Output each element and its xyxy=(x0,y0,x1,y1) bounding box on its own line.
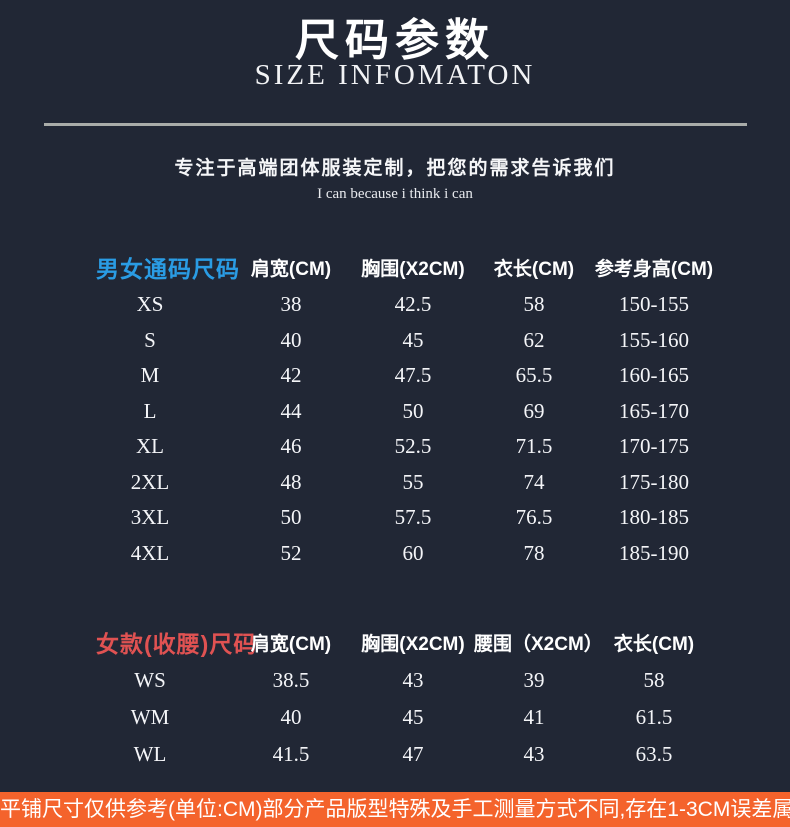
size-label: WL xyxy=(133,742,167,766)
table-cell: 78 xyxy=(523,540,545,565)
table-row: M 42 47.5 65.5 160-165 xyxy=(70,358,714,394)
table-row: 2XL 48 55 74 175-180 xyxy=(70,465,714,501)
table-cell: 175-180 xyxy=(619,469,689,494)
divider-line xyxy=(44,123,747,126)
table-cell: 74 xyxy=(523,469,545,494)
table-row: XL 46 52.5 71.5 170-175 xyxy=(70,429,714,465)
size-label: S xyxy=(144,327,156,352)
size-label: L xyxy=(143,398,157,423)
table-cell: 170-175 xyxy=(619,434,689,459)
table-cell: 57.5 xyxy=(394,505,432,530)
table-cell: 160-165 xyxy=(619,363,689,388)
table-cell: 42 xyxy=(280,363,302,388)
table-cell: 65.5 xyxy=(515,363,553,388)
table-cell: 150-155 xyxy=(619,292,689,317)
table-cell: 47 xyxy=(402,742,424,766)
women-table-title: 女款(收腰)尺码 xyxy=(96,631,258,657)
size-label: WM xyxy=(130,705,170,729)
table-cell: 38.5 xyxy=(272,668,310,692)
table-cell: 41.5 xyxy=(272,742,310,766)
column-header-shoulder: 肩宽(CM) xyxy=(250,258,332,280)
table-cell: 185-190 xyxy=(619,540,689,565)
table-cell: 55 xyxy=(402,469,424,494)
page-title-english: SIZE INFOMATON xyxy=(254,59,536,91)
table-cell: 62 xyxy=(523,327,545,352)
table-cell: 76.5 xyxy=(515,505,553,530)
size-label: XL xyxy=(136,434,164,459)
table-row: S 40 45 62 155-160 xyxy=(70,323,714,359)
table-cell: 58 xyxy=(523,292,545,317)
table-cell: 45 xyxy=(402,327,424,352)
size-label: 2XL xyxy=(130,469,170,494)
table-row: WS 38.5 43 39 58 xyxy=(70,662,714,699)
table-cell: 47.5 xyxy=(394,363,432,388)
column-header-length: 衣长(CM) xyxy=(613,633,695,655)
table-cell: 38 xyxy=(280,292,302,317)
table-cell: 63.5 xyxy=(635,742,673,766)
table-row: WM 40 45 41 61.5 xyxy=(70,699,714,736)
table-cell: 43 xyxy=(402,668,424,692)
size-label: M xyxy=(140,363,160,388)
table-cell: 43 xyxy=(523,742,545,766)
slogan-text: 专注于高端团体服装定制，把您的需求告诉我们 xyxy=(174,158,616,179)
unisex-size-table: 男女通码尺码 肩宽(CM) 胸围(X2CM) 衣长(CM) 参考身高(CM) X… xyxy=(70,247,714,571)
table-row: 4XL 52 60 78 185-190 xyxy=(70,536,714,572)
table-cell: 52.5 xyxy=(394,434,432,459)
table-cell: 40 xyxy=(280,705,302,729)
table-cell: 60 xyxy=(402,540,424,565)
unisex-table-title: 男女通码尺码 xyxy=(96,256,240,282)
table-cell: 61.5 xyxy=(635,705,673,729)
size-label: 3XL xyxy=(130,505,170,530)
table-cell: 41 xyxy=(523,705,545,729)
table-cell: 48 xyxy=(280,469,302,494)
column-header-shoulder: 肩宽(CM) xyxy=(250,633,332,655)
table-cell: 71.5 xyxy=(515,434,553,459)
table-cell: 58 xyxy=(643,668,665,692)
footer-disclaimer-bar: 平铺尺寸仅供参考(单位:CM)部分产品版型特殊及手工测量方式不同,存在1-3CM… xyxy=(0,792,790,827)
unisex-table-header-row: 男女通码尺码 肩宽(CM) 胸围(X2CM) 衣长(CM) 参考身高(CM) xyxy=(70,247,714,287)
table-row: WL 41.5 47 43 63.5 xyxy=(70,736,714,773)
table-cell: 165-170 xyxy=(619,398,689,423)
table-cell: 39 xyxy=(523,668,545,692)
page-title-chinese: 尺码参数 xyxy=(295,15,495,66)
column-header-waist: 腰围（X2CM） xyxy=(474,633,603,655)
table-cell: 46 xyxy=(280,434,302,459)
table-cell: 50 xyxy=(402,398,424,423)
table-row: L 44 50 69 165-170 xyxy=(70,394,714,430)
table-cell: 45 xyxy=(402,705,424,729)
table-cell: 69 xyxy=(523,398,545,423)
table-cell: 52 xyxy=(280,540,302,565)
slogan-subtext: I can because i think i can xyxy=(317,186,473,202)
women-table-header-row: 女款(收腰)尺码 肩宽(CM) 胸围(X2CM) 腰围（X2CM） 衣长(CM) xyxy=(70,622,714,662)
column-header-length: 衣长(CM) xyxy=(493,258,575,280)
size-label: WS xyxy=(134,668,166,692)
table-row: XS 38 42.5 58 150-155 xyxy=(70,287,714,323)
column-header-height: 参考身高(CM) xyxy=(594,258,714,280)
column-header-chest: 胸围(X2CM) xyxy=(361,633,465,655)
size-label: XS xyxy=(136,292,164,317)
size-label: 4XL xyxy=(130,540,170,565)
table-cell: 42.5 xyxy=(394,292,432,317)
table-cell: 180-185 xyxy=(619,505,689,530)
table-cell: 155-160 xyxy=(619,327,689,352)
table-row: 3XL 50 57.5 76.5 180-185 xyxy=(70,500,714,536)
table-cell: 40 xyxy=(280,327,302,352)
women-size-table: 女款(收腰)尺码 肩宽(CM) 胸围(X2CM) 腰围（X2CM） 衣长(CM)… xyxy=(70,622,714,773)
table-cell: 44 xyxy=(280,398,302,423)
footer-note-text: 平铺尺寸仅供参考(单位:CM)部分产品版型特殊及手工测量方式不同,存在1-3CM… xyxy=(0,798,790,821)
table-cell: 50 xyxy=(280,505,302,530)
column-header-chest: 胸围(X2CM) xyxy=(361,258,465,280)
